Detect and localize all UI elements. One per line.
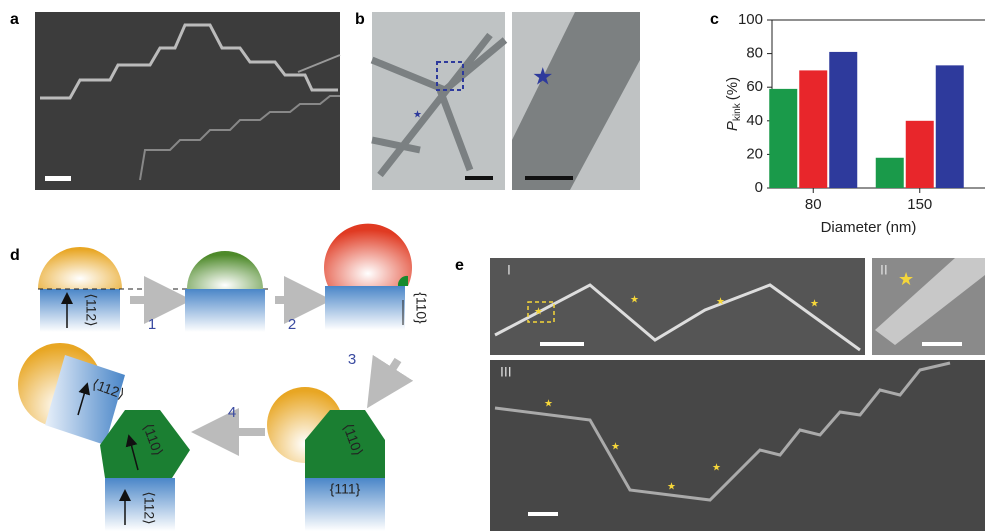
y-tick-label: 80 (746, 45, 763, 62)
bar (829, 52, 857, 188)
step-label: 4 (228, 404, 236, 421)
y-tick-label: 60 (746, 78, 763, 95)
svg-text:★: ★ (667, 482, 676, 493)
x-axis-label: Diameter (nm) (821, 219, 917, 236)
y-label-unit: (%) (724, 77, 741, 100)
y-label-subscript: kink (732, 102, 743, 121)
panel-label: d (10, 247, 20, 264)
y-tick-label: 40 (746, 112, 763, 129)
bar (769, 89, 797, 188)
svg-text:★: ★ (534, 307, 543, 318)
svg-text:★: ★ (712, 463, 721, 474)
micrograph-b: ★ ★ (372, 12, 640, 190)
panel-label: b (355, 11, 365, 28)
y-label-symbol: P (724, 121, 741, 131)
subpanel-label: III (500, 364, 512, 380)
svg-text:★: ★ (611, 442, 620, 453)
step-label: 3 (348, 351, 356, 368)
micrograph-e: ★ ★ ★ ★ ★ ★ ★ ★ ★ I II III (490, 258, 985, 531)
subpanel-label: II (880, 262, 888, 278)
svg-text:★: ★ (898, 269, 914, 289)
figure: a b c d e ★ ★ 0 20 40 60 80 100 80 150 Diameter … (0, 0, 993, 531)
svg-text:★: ★ (532, 63, 554, 90)
panel-label: e (455, 257, 464, 274)
subpanel-label: I (507, 262, 511, 278)
bar (876, 158, 904, 188)
y-tick-label: 100 (738, 11, 763, 28)
direction-label: ⟨112⟩ (141, 491, 157, 524)
step-label: 2 (288, 316, 296, 333)
x-tick-label: 150 (907, 196, 932, 213)
svg-text:★: ★ (544, 399, 553, 410)
y-axis-label: Pkink (%) (724, 77, 743, 131)
svg-text:★: ★ (630, 295, 639, 306)
panel-label: a (10, 11, 19, 28)
bar (906, 121, 934, 188)
y-tick-label: 20 (746, 145, 763, 162)
direction-label: ⟨112⟩ (83, 293, 99, 326)
direction-label: {110} (413, 292, 429, 324)
growth-diagram: ⟨112⟩ {110} ⟨110⟩ {111} ⟨112⟩ ⟨110⟩ ⟨112… (18, 224, 429, 531)
y-tick-label: 0 (755, 179, 763, 196)
x-tick-label: 80 (805, 196, 822, 213)
bar-chart: 0 20 40 60 80 100 80 150 Diameter (nm) Pkink (%) (724, 11, 985, 236)
bar (936, 65, 964, 188)
panel-label: c (710, 11, 719, 28)
step-label: 1 (148, 316, 156, 333)
svg-text:★: ★ (810, 299, 819, 310)
svg-text:★: ★ (716, 297, 725, 308)
bar (799, 70, 827, 188)
svg-text:★: ★ (413, 110, 422, 121)
direction-label: {111} (330, 481, 361, 497)
micrograph-a (35, 12, 340, 190)
